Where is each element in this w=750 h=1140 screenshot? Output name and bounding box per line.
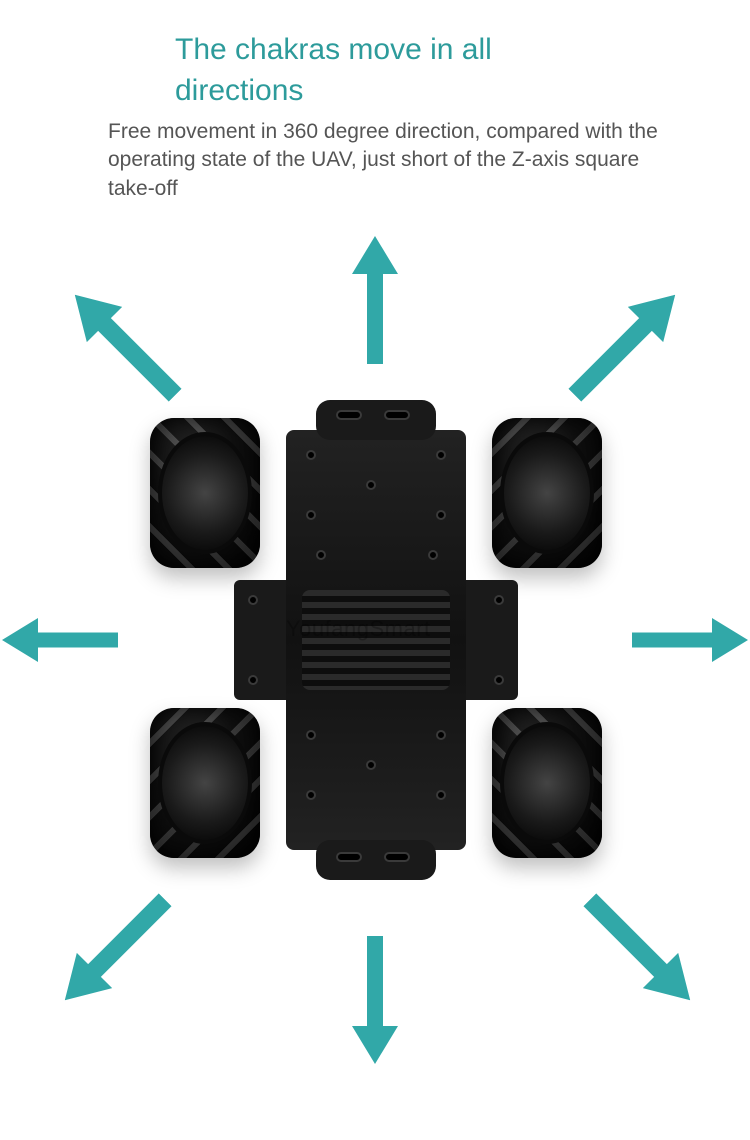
mecanum-wheel-rear-right — [492, 708, 602, 858]
direction-arrow-45 — [557, 277, 693, 413]
watermark-text: YoufangSmart — [286, 616, 431, 642]
direction-arrow-315 — [57, 277, 193, 413]
diagram-stage: YoufangSmart — [0, 0, 750, 1140]
mecanum-wheel-front-left — [150, 418, 260, 568]
direction-arrow-90 — [632, 618, 748, 662]
direction-arrow-0 — [352, 236, 398, 364]
mecanum-wheel-rear-left — [150, 708, 260, 858]
mecanum-wheel-front-right — [492, 418, 602, 568]
direction-arrow-180 — [352, 936, 398, 1064]
direction-arrow-135 — [572, 882, 708, 1018]
direction-arrow-225 — [47, 882, 183, 1018]
direction-arrow-270 — [2, 618, 118, 662]
